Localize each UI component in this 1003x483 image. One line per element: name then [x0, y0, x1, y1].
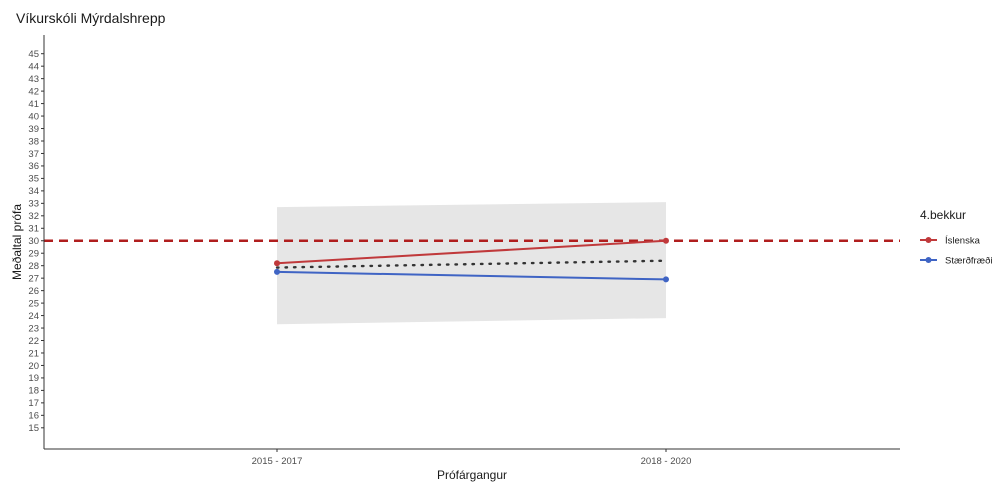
y-tick-label: 34 — [28, 186, 39, 197]
series-2-point-1 — [274, 268, 280, 275]
legend-title: 4.bekkur — [920, 208, 966, 222]
y-tick-label: 19 — [28, 373, 39, 384]
y-tick-label: 15 — [28, 423, 39, 434]
y-tick-label: 21 — [28, 348, 39, 359]
confidence-band — [277, 202, 666, 325]
y-tick-label: 32 — [28, 211, 39, 222]
y-tick-label: 20 — [28, 361, 39, 372]
chart-title: Víkurskóli Mýrdalshrepp — [16, 10, 166, 26]
y-tick-label: 30 — [28, 236, 39, 247]
x-tick-label: 2015 - 2017 — [252, 456, 303, 467]
x-tick-label: 2018 - 2020 — [641, 456, 692, 467]
y-tick-label: 23 — [28, 323, 39, 334]
y-tick-label: 35 — [28, 174, 39, 185]
legend-key-2-point — [925, 257, 932, 263]
plot-area — [44, 202, 900, 325]
y-tick-label: 29 — [28, 249, 39, 260]
y-tick-label: 37 — [28, 149, 39, 160]
y-tick-label: 38 — [28, 136, 39, 147]
y-tick-label: 26 — [28, 286, 39, 297]
y-tick-label: 39 — [28, 124, 39, 135]
y-tick-label: 33 — [28, 199, 39, 210]
y-axis-title: Meðaltal prófa — [10, 204, 24, 280]
trend-line — [275, 259, 668, 269]
series-1-line — [276, 239, 667, 265]
y-tick-label: 17 — [28, 398, 39, 409]
series-2-line — [276, 270, 667, 281]
series-1-point-1 — [274, 260, 280, 267]
y-tick-label: 43 — [28, 74, 39, 85]
y-tick-label: 18 — [28, 386, 39, 397]
legend-label-1: Íslenska — [945, 235, 981, 246]
y-tick-label: 42 — [28, 86, 39, 97]
legend-label-2: Stærðfræði — [945, 255, 993, 266]
y-tick-label: 31 — [28, 224, 39, 235]
y-tick-label: 27 — [28, 273, 39, 284]
x-axis-title: Prófárgangur — [437, 468, 507, 482]
y-tick-label: 41 — [28, 99, 39, 110]
legend: 4.bekkur Íslenska Stærðfræði — [920, 208, 993, 266]
y-tick-label: 44 — [28, 61, 39, 72]
y-tick-label: 24 — [28, 311, 39, 322]
y-tick-label: 40 — [28, 111, 39, 122]
series-1-point-2 — [663, 237, 669, 244]
y-tick-label: 22 — [28, 336, 39, 347]
y-tick-label: 36 — [28, 161, 39, 172]
y-tick-label: 16 — [28, 411, 39, 422]
series-2-point-2 — [663, 276, 669, 283]
legend-key-1-point — [925, 237, 932, 243]
y-tick-label: 28 — [28, 261, 39, 272]
y-tick-label: 25 — [28, 298, 39, 309]
y-tick-label: 45 — [28, 49, 39, 60]
